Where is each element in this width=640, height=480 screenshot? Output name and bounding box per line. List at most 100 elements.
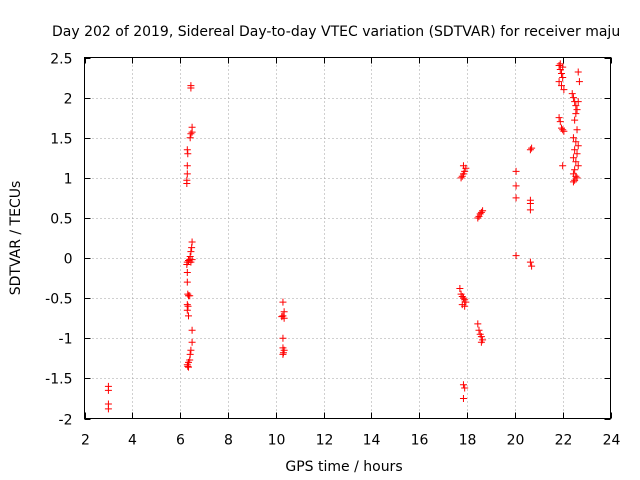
data-point xyxy=(185,256,193,264)
data-point xyxy=(572,158,580,166)
data-point xyxy=(187,248,195,256)
data-point xyxy=(477,208,485,216)
data-point xyxy=(573,126,581,134)
data-point xyxy=(569,154,577,162)
data-point xyxy=(457,174,465,182)
data-points xyxy=(104,60,583,413)
data-point xyxy=(575,78,583,86)
data-point xyxy=(456,285,464,293)
y-tick-labels: -2 -1.5 -1 -0.5 0 0.5 1 1.5 2 2.5 xyxy=(45,52,72,429)
data-point xyxy=(571,116,579,124)
y-tick-label: -1 xyxy=(59,332,73,348)
data-point xyxy=(186,292,194,300)
y-axis-label: SDTVAR / TECUs xyxy=(8,181,24,296)
data-point xyxy=(279,298,287,306)
data-point xyxy=(512,167,520,175)
data-point xyxy=(280,314,288,322)
data-point xyxy=(555,78,563,86)
x-tick-label: 6 xyxy=(176,433,185,449)
data-point xyxy=(526,200,534,208)
data-point xyxy=(183,306,191,314)
data-point xyxy=(461,167,469,175)
data-point xyxy=(474,320,482,328)
grid-lines xyxy=(84,57,611,419)
y-tick-label: -1.5 xyxy=(45,372,72,388)
data-point xyxy=(279,350,287,358)
data-point xyxy=(559,162,567,170)
data-point xyxy=(555,62,563,70)
data-point xyxy=(569,178,577,186)
data-point xyxy=(183,268,191,276)
data-point xyxy=(512,252,520,260)
data-point xyxy=(187,84,195,92)
data-point xyxy=(526,206,534,214)
data-point xyxy=(528,144,536,152)
data-point xyxy=(571,176,579,184)
data-point xyxy=(512,182,520,190)
data-point xyxy=(573,150,581,158)
data-point xyxy=(574,98,582,106)
data-point xyxy=(573,106,581,114)
data-point xyxy=(184,362,192,370)
chart-title: Day 202 of 2019, Sidereal Day-to-day VTE… xyxy=(52,24,620,40)
x-tick-label: 12 xyxy=(316,433,334,449)
data-point xyxy=(569,94,577,102)
data-point xyxy=(183,278,191,286)
plot-frame xyxy=(84,57,611,419)
x-tick-label: 4 xyxy=(128,433,137,449)
data-point xyxy=(279,334,287,342)
x-tick-label: 24 xyxy=(603,433,621,449)
data-point xyxy=(183,162,191,170)
data-point xyxy=(557,70,565,78)
x-tick-label: 22 xyxy=(555,433,573,449)
data-point xyxy=(571,166,579,174)
data-point xyxy=(559,74,567,82)
data-point xyxy=(185,312,193,320)
data-point xyxy=(184,290,192,298)
data-point xyxy=(560,86,568,94)
data-point xyxy=(572,138,580,146)
data-point xyxy=(183,260,191,268)
data-point xyxy=(185,363,193,371)
x-tick-label: 8 xyxy=(224,433,233,449)
data-point xyxy=(572,172,580,180)
data-point xyxy=(526,146,534,154)
x-tick-label: 10 xyxy=(268,433,286,449)
data-point xyxy=(572,102,580,110)
data-point xyxy=(459,294,467,302)
data-point xyxy=(187,346,195,354)
data-point xyxy=(574,142,582,150)
data-point xyxy=(574,162,582,170)
data-point xyxy=(555,114,563,122)
data-point xyxy=(557,82,565,90)
data-point xyxy=(280,308,288,316)
x-tick-label: 2 xyxy=(81,433,90,449)
x-tick-label: 14 xyxy=(363,433,381,449)
data-point xyxy=(526,258,534,266)
data-point xyxy=(477,338,485,346)
y-tick-label: 2 xyxy=(64,92,73,108)
data-point xyxy=(188,128,196,136)
data-point xyxy=(187,130,195,138)
data-point xyxy=(556,118,564,126)
data-point xyxy=(574,68,582,76)
data-point xyxy=(459,381,467,389)
y-tick-label: 2.5 xyxy=(50,52,72,68)
data-point xyxy=(568,90,576,98)
data-point xyxy=(183,179,191,187)
data-point xyxy=(184,302,192,310)
data-point xyxy=(569,134,577,142)
data-point xyxy=(462,298,470,306)
y-tick-label: 1.5 xyxy=(50,132,72,148)
data-point xyxy=(104,405,112,413)
axis-ticks xyxy=(84,57,612,420)
y-tick-label: 0 xyxy=(64,252,73,268)
data-point xyxy=(572,110,580,118)
data-point xyxy=(188,244,196,252)
data-point xyxy=(559,126,567,134)
data-point xyxy=(186,134,194,142)
x-tick-label: 18 xyxy=(459,433,477,449)
data-point xyxy=(571,146,579,154)
data-point xyxy=(188,338,196,346)
